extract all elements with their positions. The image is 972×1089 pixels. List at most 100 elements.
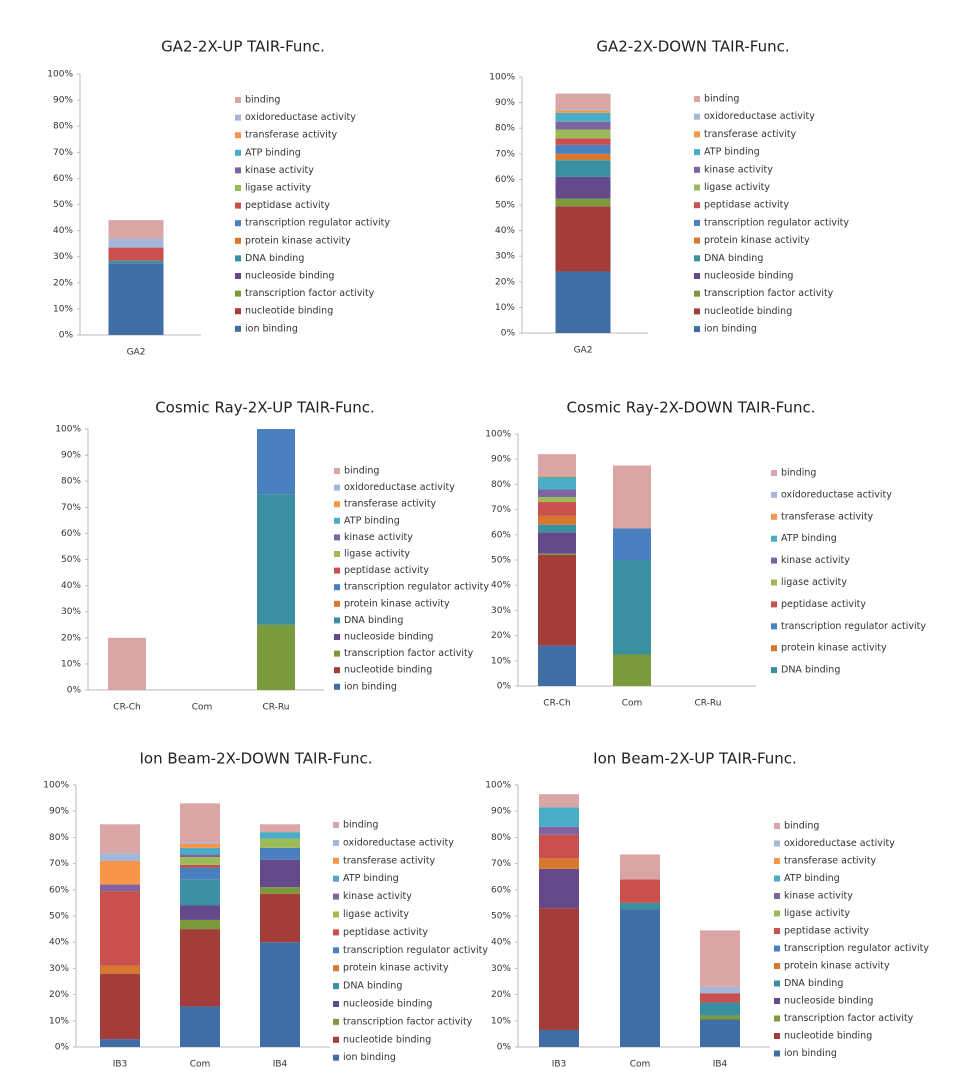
bar-segment [539, 807, 579, 827]
legend-label: ion binding [704, 324, 757, 335]
legend-swatch [333, 1036, 339, 1043]
bar-segment [538, 645, 576, 686]
legend-label: protein kinase activity [343, 963, 449, 974]
legend-swatch [334, 617, 340, 624]
y-tick-label: 70% [491, 505, 511, 515]
y-tick-label: 0% [55, 1043, 70, 1053]
legend-swatch [333, 875, 339, 882]
legend-swatch [333, 965, 339, 972]
legend-label: ATP binding [343, 873, 399, 884]
legend-label: oxidoreductase activity [245, 112, 356, 123]
legend-swatch [694, 166, 700, 173]
legend-label: protein kinase activity [344, 598, 450, 609]
y-tick-label: 50% [495, 201, 515, 211]
y-tick-label: 40% [491, 938, 511, 948]
legend-swatch [694, 131, 700, 138]
legend-swatch [771, 623, 777, 630]
legend-label: transcription regulator activity [343, 945, 488, 956]
legend-label: peptidase activity [781, 599, 866, 610]
bar-segment [180, 847, 220, 855]
y-tick-label: 30% [49, 964, 69, 974]
y-tick-label: 40% [49, 938, 69, 948]
bar-segment [180, 842, 220, 844]
legend-label: nucleoside binding [343, 999, 432, 1010]
bar-segment [700, 1015, 740, 1020]
legend-label: transferase activity [344, 499, 437, 510]
bar-segment [100, 853, 140, 861]
legend-label: transcription factor activity [343, 1016, 473, 1027]
bar-segment [555, 121, 611, 130]
legend-swatch [333, 983, 339, 990]
x-tick-label: IB3 [552, 1060, 567, 1070]
y-tick-label: 40% [61, 581, 81, 591]
bar-segment [260, 824, 300, 833]
legend-label: nucleotide binding [245, 306, 333, 317]
legend-label: transferase activity [704, 129, 797, 140]
bar-segment [555, 198, 611, 207]
y-tick-label: 60% [53, 174, 73, 184]
y-tick-label: 20% [491, 631, 511, 641]
y-tick-label: 100% [485, 430, 511, 440]
legend-swatch [235, 308, 241, 315]
y-tick-label: 40% [495, 226, 515, 236]
legend-swatch [694, 308, 700, 315]
legend-label: oxidoreductase activity [343, 837, 454, 848]
legend-swatch [774, 998, 780, 1004]
legend-label: ion binding [245, 323, 298, 334]
x-tick-label: CR-Ru [263, 703, 290, 713]
legend-label: DNA binding [245, 253, 304, 264]
chart-title: GA2-2X-DOWN TAIR-Func. [596, 38, 789, 56]
legend-label: protein kinase activity [784, 961, 890, 972]
legend-swatch [334, 584, 340, 591]
legend-label: binding [704, 94, 739, 105]
legend-label: peptidase activity [784, 926, 869, 937]
legend-swatch [235, 97, 241, 103]
y-tick-label: 0% [497, 1043, 512, 1053]
bar-segment [108, 238, 164, 248]
legend-swatch [694, 96, 700, 102]
legend-swatch [333, 947, 339, 954]
legend-label: kinase activity [781, 555, 850, 566]
bar-segment [700, 930, 740, 987]
bar-segment [257, 429, 295, 495]
legend-swatch [774, 875, 780, 882]
legend-swatch [694, 202, 700, 209]
y-tick-label: 0% [501, 329, 516, 339]
y-tick-label: 50% [53, 200, 73, 210]
bar-segment [180, 879, 220, 906]
bar-segment [100, 884, 140, 892]
legend-swatch [334, 517, 340, 524]
y-tick-label: 10% [491, 656, 511, 666]
legend-swatch [333, 1001, 339, 1007]
bar-segment [260, 942, 300, 1047]
y-tick-label: 90% [53, 96, 73, 106]
legend-label: protein kinase activity [704, 235, 810, 246]
legend-label: transcription factor activity [704, 288, 834, 299]
y-tick-label: 100% [47, 70, 73, 80]
y-tick-label: 10% [53, 304, 73, 314]
legend-label: ligase activity [343, 909, 409, 920]
y-tick-label: 90% [495, 98, 515, 108]
y-tick-label: 10% [495, 303, 515, 313]
y-tick-label: 10% [49, 1016, 69, 1026]
bar-segment [260, 859, 300, 888]
legend-label: transcription factor activity [784, 1013, 914, 1024]
y-tick-label: 90% [491, 455, 511, 465]
y-tick-label: 70% [49, 859, 69, 869]
bar-segment [538, 454, 576, 476]
legend-swatch [334, 600, 340, 607]
legend-label: binding [245, 95, 280, 106]
bar-segment [180, 1006, 220, 1047]
legend-swatch [774, 910, 780, 917]
legend-swatch [694, 273, 700, 279]
legend-label: oxidoreductase activity [781, 489, 892, 500]
bar-segment [700, 1002, 740, 1016]
legend-label: oxidoreductase activity [784, 838, 895, 849]
legend-swatch [771, 470, 777, 476]
legend-label: transcription regulator activity [781, 621, 926, 632]
y-tick-label: 30% [495, 252, 515, 262]
legend-swatch [771, 667, 777, 674]
y-tick-label: 80% [53, 122, 73, 132]
bar-segment [260, 832, 300, 839]
legend-swatch [771, 535, 777, 542]
